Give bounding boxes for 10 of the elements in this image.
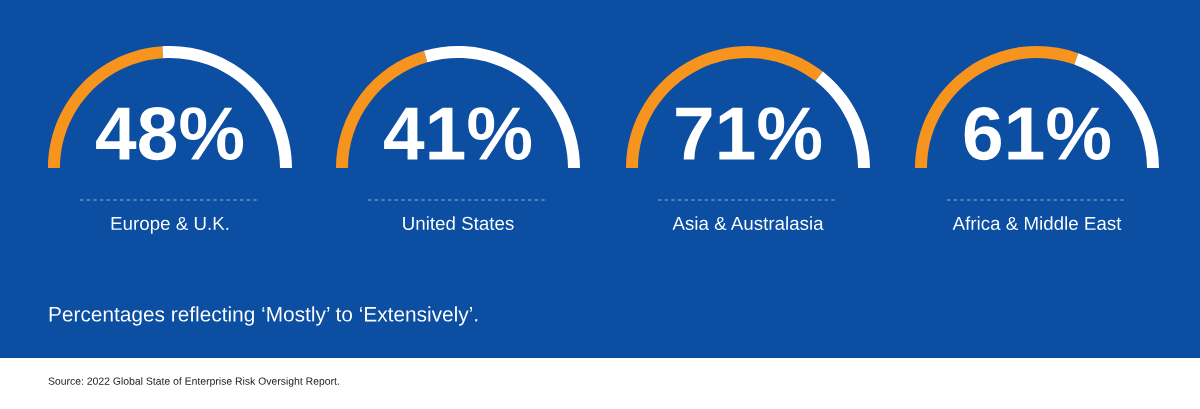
- text: 48%: [96, 107, 244, 161]
- text: 61%: [964, 107, 1111, 161]
- source-note: Source: 2022 Global State of Enterprise Risk Oversight Report.: [48, 377, 339, 387]
- text: 41%: [384, 107, 532, 160]
- text: Europe & U.K.: [111, 216, 229, 234]
- text: United States: [403, 216, 514, 231]
- text: Percentages reflecting ‘Mostly’ to ‘Extensively’.: [49, 306, 478, 326]
- text: Africa & Middle East: [952, 216, 1122, 231]
- text: Asia & Australasia: [672, 216, 824, 231]
- text: 71%: [676, 107, 822, 160]
